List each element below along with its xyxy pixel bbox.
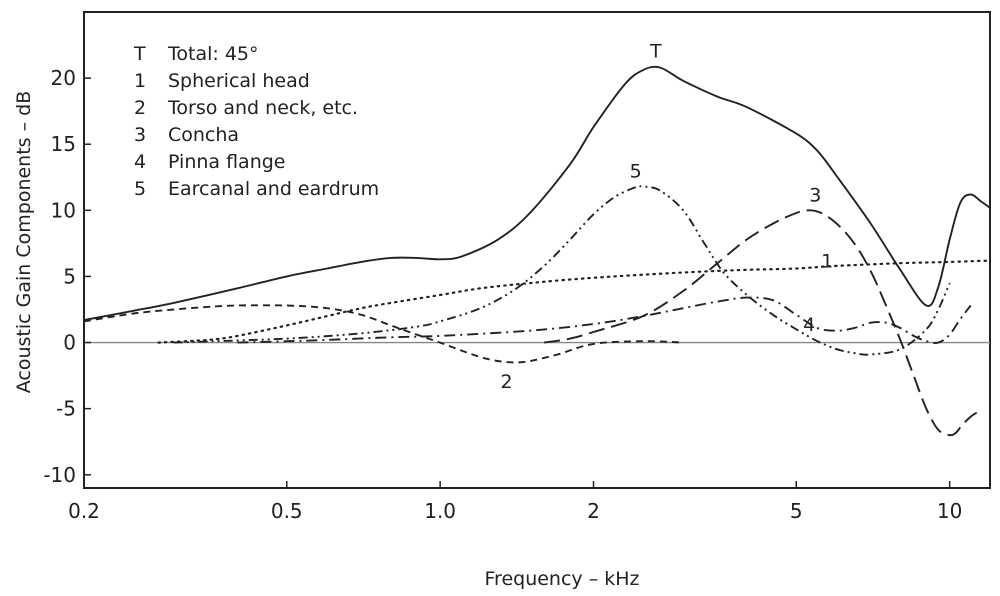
curve-label-pinna-flange: 4 (803, 314, 815, 336)
y-tick-label: -5 (56, 397, 76, 421)
legend-entry-text: Torso and neck, etc. (167, 97, 358, 119)
y-tick-label: 20 (51, 66, 76, 90)
legend-key: 4 (134, 151, 146, 173)
legend-entry-text: Earcanal and eardrum (168, 178, 379, 200)
y-axis-title: Acoustic Gain Components – dB (13, 91, 35, 394)
x-tick-label: 0.2 (68, 499, 100, 523)
curve-torso-and-neck-etc (83, 304, 684, 364)
legend-key: 3 (134, 124, 146, 146)
legend: T Total: 45° 1 Spherical head 2 Torso and nec… (133, 43, 379, 200)
legend-entry-text: Total: 45° (167, 43, 259, 65)
curve-spherical-head (157, 259, 992, 344)
plot-frame (83, 11, 991, 489)
legend-entry-text: Pinna flange (168, 151, 286, 173)
curves (83, 65, 992, 437)
curve-concha (543, 209, 978, 437)
curve-label-torso-and-neck-etc: 2 (500, 371, 512, 393)
curve-total-45 (83, 65, 991, 322)
y-tick-label: 5 (63, 264, 76, 288)
y-tick-label: 10 (51, 198, 76, 222)
x-tick-label: 0.5 (271, 499, 303, 523)
legend-key: T (133, 43, 146, 65)
x-axis-title: Frequency – kHz (485, 568, 640, 590)
x-tick-label: 5 (790, 499, 803, 523)
y-tick-label: -10 (43, 463, 76, 487)
curve-labels: T 1 2 3 4 5 (500, 40, 833, 393)
curve-pinna-flange (237, 296, 972, 344)
curve-label-spherical-head: 1 (821, 251, 833, 273)
x-tick-label: 10 (937, 499, 962, 523)
x-tick-label: 2 (587, 499, 600, 523)
y-tick-label: 0 (63, 331, 76, 355)
y-tick-label: 15 (51, 132, 76, 156)
legend-entry-text: Concha (168, 124, 239, 146)
legend-key: 5 (134, 178, 146, 200)
curve-earcanal-and-eardrum (173, 185, 951, 356)
legend-key: 1 (134, 70, 146, 92)
legend-entry-text: Spherical head (168, 70, 310, 92)
x-tick-label: 1.0 (424, 499, 456, 523)
legend-key: 2 (134, 97, 146, 119)
curve-label-earcanal-and-eardrum: 5 (630, 161, 642, 183)
plot-frame-group (83, 11, 991, 489)
curve-label-concha: 3 (809, 184, 821, 206)
curve-label-total-45: T (649, 40, 662, 62)
